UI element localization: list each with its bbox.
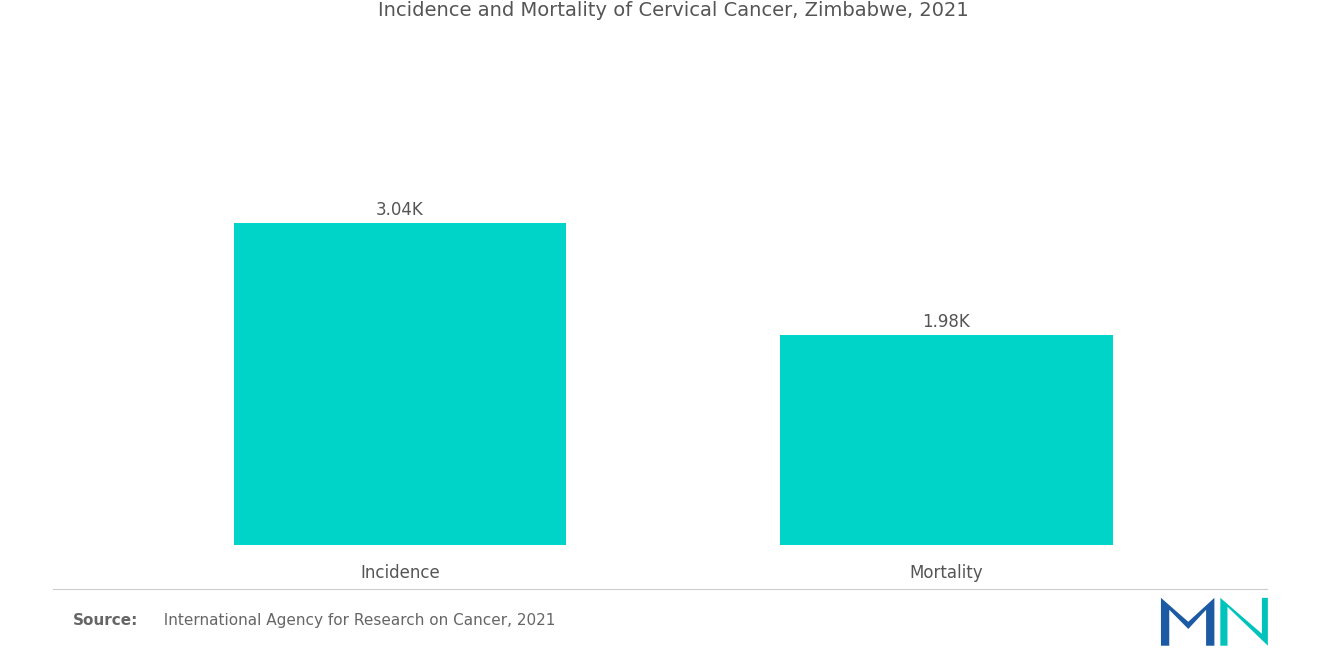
Text: International Agency for Research on Cancer, 2021: International Agency for Research on Can… bbox=[154, 613, 556, 628]
Text: Source:: Source: bbox=[73, 613, 139, 628]
Text: 1.98K: 1.98K bbox=[923, 313, 970, 331]
Bar bbox=[780, 335, 1113, 545]
Polygon shape bbox=[1162, 598, 1214, 646]
Title: Incidence and Mortality of Cervical Cancer, Zimbabwe, 2021: Incidence and Mortality of Cervical Canc… bbox=[378, 1, 969, 21]
Bar bbox=[234, 223, 566, 545]
Polygon shape bbox=[1220, 598, 1267, 646]
Text: 3.04K: 3.04K bbox=[376, 201, 424, 219]
